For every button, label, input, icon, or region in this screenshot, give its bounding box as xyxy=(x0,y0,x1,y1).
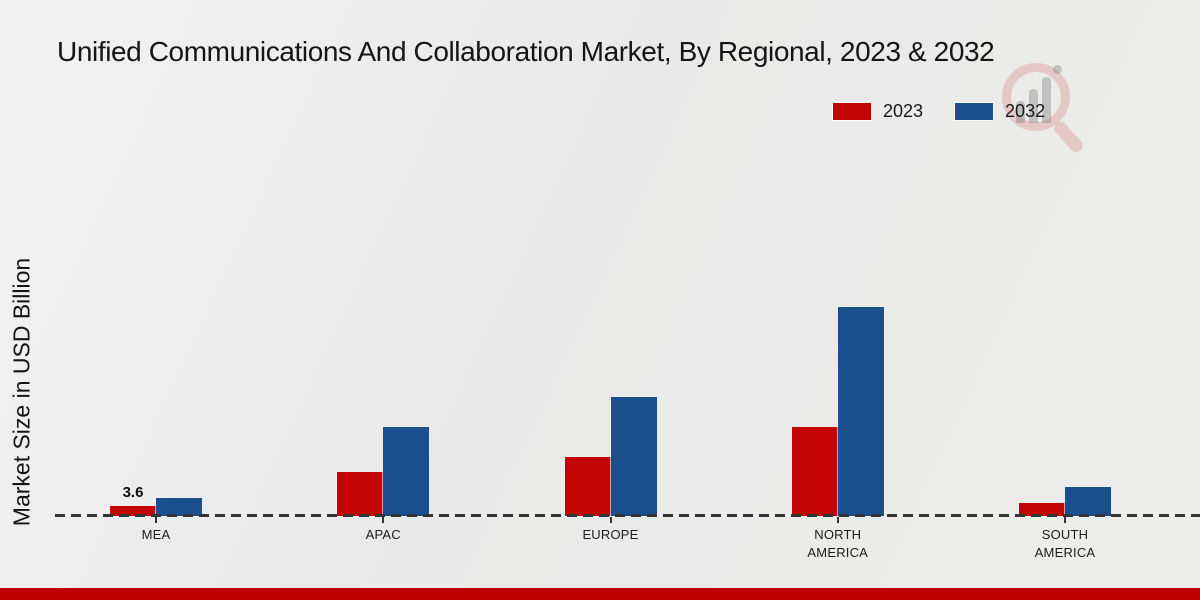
x-axis-line xyxy=(55,514,1200,517)
category-label-north-america: NORTH AMERICA xyxy=(807,527,869,560)
category-label-apac: APAC xyxy=(365,527,401,542)
watermark-bar-icon xyxy=(1029,89,1038,123)
bar-2023-apac xyxy=(337,472,384,516)
bar-value-label: 3.6 xyxy=(122,483,144,501)
legend: 2023 2032 xyxy=(833,101,1045,122)
watermark-bar-icon xyxy=(1016,101,1025,123)
legend-item-2023: 2023 xyxy=(833,101,923,122)
bar-2023-north-america xyxy=(791,427,838,516)
bar-2032-mea xyxy=(156,498,202,516)
y-axis-label: Market Size in USD Billion xyxy=(8,257,35,527)
bar-2032-south-america xyxy=(1065,487,1111,516)
magnifier-ring-icon xyxy=(1002,63,1070,131)
bar-2023-europe xyxy=(564,457,611,516)
watermark xyxy=(1000,55,1110,170)
axis-tick xyxy=(382,517,385,523)
axis-tick xyxy=(836,517,839,523)
category-label-mea: MEA xyxy=(141,527,171,542)
watermark-dot-icon xyxy=(1053,65,1062,74)
bar-2032-apac xyxy=(383,427,430,516)
watermark-bar-icon xyxy=(1042,77,1051,123)
bar-2032-europe xyxy=(610,397,657,516)
bar-2023-south-america xyxy=(1019,503,1065,516)
axis-tick xyxy=(155,517,157,523)
legend-label-2023: 2023 xyxy=(883,101,924,121)
legend-swatch-2032 xyxy=(955,103,994,120)
bar-2023-mea xyxy=(110,506,156,516)
legend-item-2032: 2032 xyxy=(955,101,1045,122)
legend-swatch-2023 xyxy=(833,103,871,120)
legend-label-2032: 2032 xyxy=(1005,101,1046,121)
footer-bar xyxy=(0,588,1200,600)
axis-tick xyxy=(1064,517,1066,523)
category-label-south-america: SOUTH AMERICA xyxy=(1034,527,1096,560)
category-label-europe: EUROPE xyxy=(582,527,639,542)
chart-title: Unified Communications And Collaboration… xyxy=(57,36,995,67)
axis-tick xyxy=(609,517,612,523)
bar-2032-north-america xyxy=(837,307,884,516)
